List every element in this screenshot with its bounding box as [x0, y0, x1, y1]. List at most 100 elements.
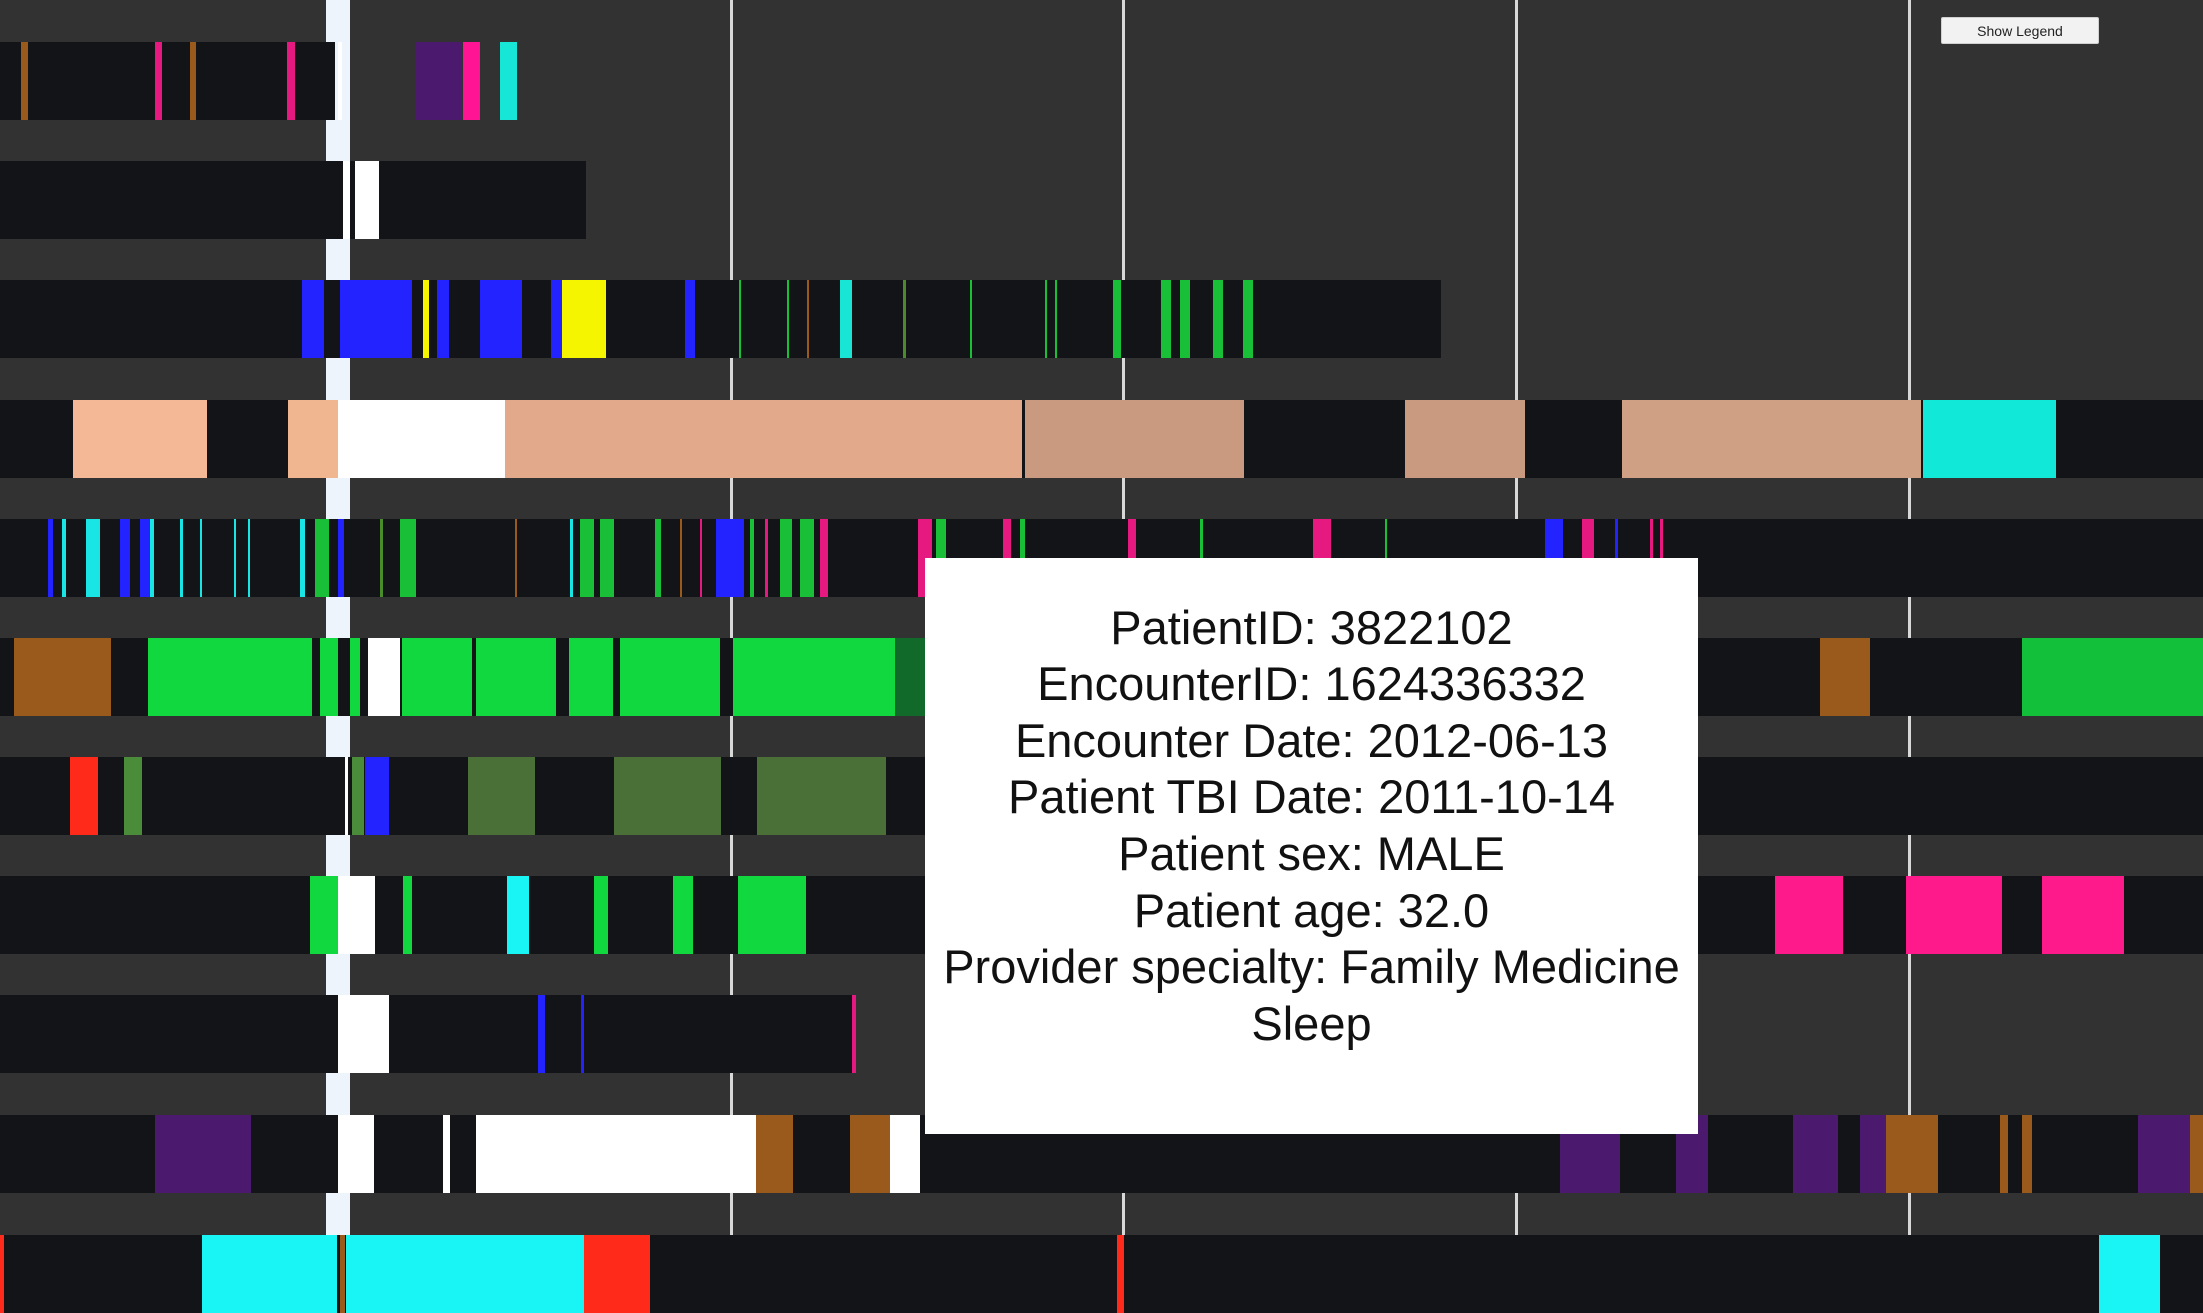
encounter-segment[interactable] — [716, 519, 744, 597]
encounter-segment[interactable] — [140, 519, 150, 597]
encounter-segment[interactable] — [48, 519, 53, 597]
encounter-segment[interactable] — [190, 42, 196, 120]
encounter-segment[interactable] — [500, 42, 517, 120]
encounter-segment[interactable] — [505, 400, 1022, 478]
encounter-segment[interactable] — [515, 519, 517, 597]
encounter-segment[interactable] — [21, 42, 28, 120]
encounter-segment[interactable] — [551, 280, 563, 358]
encounter-segment[interactable] — [1775, 876, 1843, 954]
encounter-segment[interactable] — [0, 1235, 4, 1313]
encounter-segment[interactable] — [2000, 1115, 2008, 1193]
patient-lane[interactable] — [0, 161, 586, 239]
encounter-segment[interactable] — [1161, 280, 1171, 358]
encounter-segment[interactable] — [476, 1115, 756, 1193]
encounter-segment[interactable] — [1243, 280, 1253, 358]
encounter-segment[interactable] — [302, 280, 324, 358]
encounter-segment[interactable] — [338, 876, 375, 954]
encounter-segment[interactable] — [1180, 280, 1190, 358]
encounter-segment[interactable] — [1860, 1115, 1886, 1193]
encounter-segment[interactable] — [890, 1115, 920, 1193]
patient-lane[interactable] — [0, 995, 856, 1073]
encounter-segment[interactable] — [700, 519, 702, 597]
encounter-segment[interactable] — [340, 1235, 345, 1313]
encounter-segment[interactable] — [288, 400, 338, 478]
encounter-segment[interactable] — [1117, 1235, 1124, 1313]
encounter-segment[interactable] — [120, 519, 130, 597]
patient-lane[interactable] — [0, 42, 335, 120]
encounter-segment[interactable] — [355, 161, 379, 239]
encounter-segment[interactable] — [655, 519, 661, 597]
encounter-segment[interactable] — [1793, 1115, 1838, 1193]
encounter-segment[interactable] — [584, 1235, 650, 1313]
encounter-segment[interactable] — [287, 42, 295, 120]
encounter-segment[interactable] — [756, 1115, 793, 1193]
encounter-segment[interactable] — [62, 519, 66, 597]
encounter-segment[interactable] — [850, 1115, 890, 1193]
encounter-segment[interactable] — [970, 280, 972, 358]
encounter-segment[interactable] — [780, 519, 792, 597]
encounter-segment[interactable] — [320, 638, 338, 716]
encounter-segment[interactable] — [345, 757, 348, 835]
encounter-segment[interactable] — [480, 280, 522, 358]
encounter-segment[interactable] — [800, 519, 814, 597]
encounter-segment[interactable] — [733, 638, 895, 716]
encounter-segment[interactable] — [1820, 638, 1870, 716]
encounter-segment[interactable] — [580, 519, 594, 597]
encounter-segment[interactable] — [739, 280, 741, 358]
encounter-segment[interactable] — [463, 42, 480, 120]
encounter-segment[interactable] — [614, 757, 721, 835]
encounter-segment[interactable] — [1113, 280, 1121, 358]
encounter-segment[interactable] — [2099, 1235, 2160, 1313]
encounter-segment[interactable] — [368, 638, 400, 716]
encounter-segment[interactable] — [2022, 1115, 2032, 1193]
encounter-segment[interactable] — [416, 42, 462, 120]
encounter-segment[interactable] — [338, 1115, 374, 1193]
encounter-segment[interactable] — [86, 519, 100, 597]
encounter-segment[interactable] — [150, 519, 154, 597]
encounter-segment[interactable] — [1886, 1115, 1938, 1193]
encounter-segment[interactable] — [1906, 876, 2002, 954]
encounter-segment[interactable] — [507, 876, 529, 954]
encounter-segment[interactable] — [340, 280, 412, 358]
encounter-segment[interactable] — [423, 280, 429, 358]
encounter-segment[interactable] — [403, 876, 412, 954]
encounter-segment[interactable] — [310, 876, 338, 954]
encounter-segment[interactable] — [750, 519, 754, 597]
encounter-segment[interactable] — [402, 638, 472, 716]
encounter-segment[interactable] — [2042, 876, 2124, 954]
encounter-segment[interactable] — [1622, 400, 1921, 478]
encounter-segment[interactable] — [570, 519, 573, 597]
encounter-segment[interactable] — [234, 519, 236, 597]
encounter-segment[interactable] — [476, 638, 556, 716]
encounter-segment[interactable] — [895, 638, 925, 716]
encounter-segment[interactable] — [680, 519, 682, 597]
encounter-segment[interactable] — [124, 757, 142, 835]
encounter-segment[interactable] — [343, 161, 350, 239]
encounter-segment[interactable] — [400, 519, 416, 597]
encounter-segment[interactable] — [1055, 280, 1057, 358]
encounter-segment[interactable] — [200, 519, 202, 597]
encounter-segment[interactable] — [380, 519, 383, 597]
encounter-segment[interactable] — [569, 638, 613, 716]
encounter-segment[interactable] — [840, 280, 852, 358]
encounter-segment[interactable] — [2138, 1115, 2190, 1193]
encounter-segment[interactable] — [1923, 400, 2056, 478]
encounter-segment[interactable] — [594, 876, 608, 954]
encounter-segment[interactable] — [148, 638, 312, 716]
encounter-segment[interactable] — [346, 1235, 584, 1313]
encounter-segment[interactable] — [738, 876, 806, 954]
encounter-segment[interactable] — [685, 280, 695, 358]
encounter-segment[interactable] — [73, 400, 207, 478]
encounter-segment[interactable] — [852, 995, 856, 1073]
encounter-segment[interactable] — [338, 995, 389, 1073]
encounter-segment[interactable] — [338, 400, 505, 478]
encounter-segment[interactable] — [757, 757, 886, 835]
encounter-segment[interactable] — [155, 1115, 251, 1193]
encounter-segment[interactable] — [2190, 1115, 2203, 1193]
encounter-segment[interactable] — [787, 280, 789, 358]
encounter-segment[interactable] — [2022, 638, 2203, 716]
encounter-segment[interactable] — [562, 280, 606, 358]
encounter-segment[interactable] — [807, 280, 809, 358]
encounter-segment[interactable] — [70, 757, 98, 835]
encounter-segment[interactable] — [1405, 400, 1525, 478]
